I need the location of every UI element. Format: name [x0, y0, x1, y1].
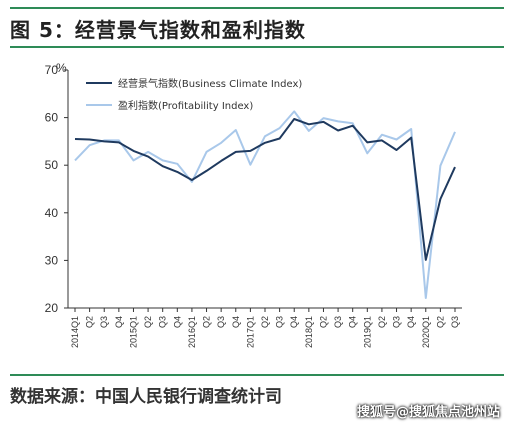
x-tick-label: Q4 [114, 316, 124, 328]
y-tick-label: 60 [45, 111, 59, 125]
x-tick-label: Q3 [333, 316, 343, 328]
x-tick-label: Q2 [143, 316, 153, 328]
title-rule [10, 46, 504, 48]
x-tick-label: Q4 [172, 316, 182, 328]
legend-label-1: 盈利指数(Profitability Index) [118, 99, 253, 112]
y-tick-label: 50 [45, 158, 59, 172]
x-tick-label: Q2 [85, 316, 95, 328]
top-rule [10, 7, 504, 9]
y-tick-label: 30 [45, 253, 59, 267]
x-tick-label: Q4 [406, 316, 416, 328]
x-tick-label: 2014Q1 [70, 316, 80, 348]
x-tick-label: Q2 [202, 316, 212, 328]
x-tick-label: Q2 [318, 316, 328, 328]
x-tick-label: Q2 [435, 316, 445, 328]
x-tick-label: Q4 [231, 316, 241, 328]
footer-rule [10, 374, 504, 376]
figure-title: 图 5：经营景气指数和盈利指数 [10, 18, 306, 42]
x-tick-label: Q3 [99, 316, 109, 328]
chart-legend: 经营景气指数(Business Climate Index) 盈利指数(Profi… [86, 77, 302, 112]
x-tick-label: 2016Q1 [187, 316, 197, 348]
x-tick-label: Q2 [260, 316, 270, 328]
series-line-0 [74, 118, 456, 261]
x-tick-label: Q4 [348, 316, 358, 328]
x-tick-label: Q3 [216, 316, 226, 328]
x-tick-label: 2017Q1 [245, 316, 255, 348]
y-tick-label: 70 [45, 63, 59, 77]
chart-series [74, 110, 456, 299]
x-tick-label: 2019Q1 [362, 316, 372, 348]
x-tick-label: Q3 [158, 316, 168, 328]
x-tick-label: Q3 [392, 316, 402, 328]
x-tick-label: 2015Q1 [128, 316, 138, 348]
legend-label-0: 经营景气指数(Business Climate Index) [118, 77, 302, 90]
source-note: 数据来源：中国人民银行调查统计司 [10, 387, 282, 407]
x-tick-label: Q3 [450, 316, 460, 328]
chart-axes: 20 30 40 50 60 70% 2014Q1 Q2 Q3 Q4 2015Q1 Q2 Q3 Q4 201… [45, 61, 462, 348]
watermark: 搜狐号@搜狐焦点池州站 [356, 405, 500, 420]
x-tick-label: Q4 [289, 316, 299, 328]
x-tick-label: Q3 [275, 316, 285, 328]
series-line-1 [74, 110, 456, 299]
x-tick-label: 2018Q1 [304, 316, 314, 348]
y-tick-label: 20 [45, 301, 59, 315]
y-tick-label: 40 [45, 206, 59, 220]
y-axis-unit: % [56, 61, 67, 75]
x-tick-label: Q2 [377, 316, 387, 328]
x-tick-label: 2020Q1 [421, 316, 431, 348]
